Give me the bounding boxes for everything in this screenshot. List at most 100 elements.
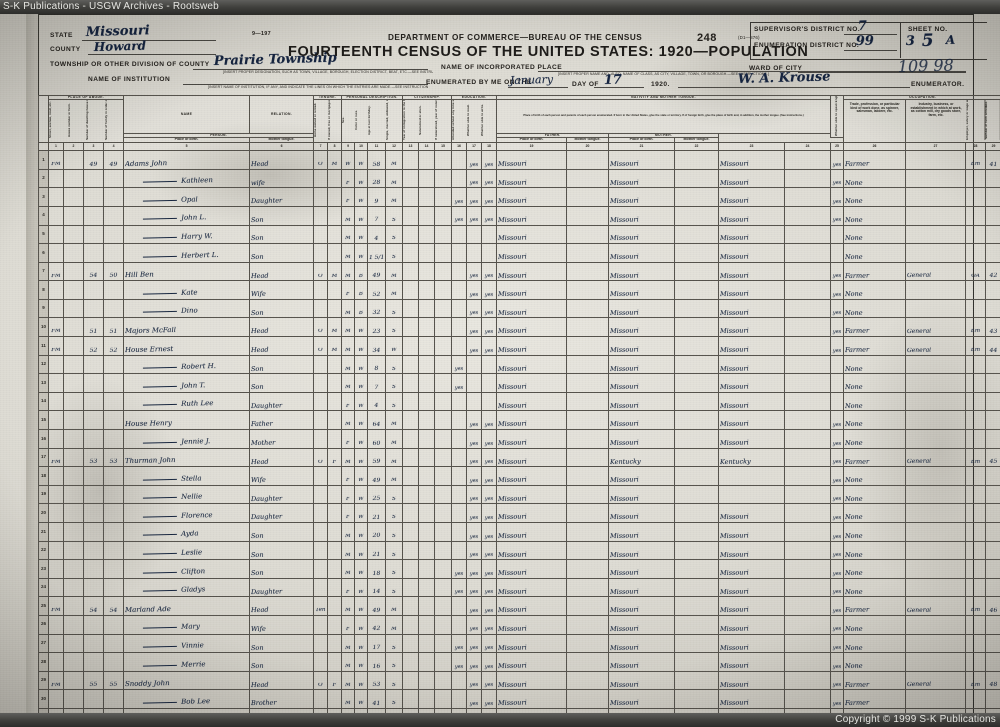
handwritten-value: O [318, 329, 323, 335]
cell-relation: Son [249, 298, 315, 319]
handwritten-value: Missouri [719, 327, 749, 336]
cell-speaks-english: yes [830, 261, 845, 282]
cell-attended-school: yes [451, 373, 468, 393]
ditto-dash [142, 701, 177, 703]
cell-father-mt [674, 280, 720, 300]
cell-person-mt [566, 484, 610, 505]
handwritten-value: None [844, 215, 863, 224]
handwritten-value: yes [832, 627, 842, 633]
cell-person-pob: Missouri [496, 540, 568, 561]
handwritten-value: 4 [374, 402, 379, 410]
colnum-7: 7 [313, 142, 329, 152]
handwritten-value: 17 [372, 644, 381, 651]
handwritten-value: Missouri [719, 196, 749, 205]
handwritten-value: yes [484, 552, 494, 559]
handwritten-value: Missouri [609, 568, 639, 577]
row-line-number-left: 20 [38, 503, 49, 523]
cell-family-number [102, 280, 125, 300]
cell-age: 49 [367, 596, 387, 616]
cell-naturalized-alien [418, 354, 436, 375]
handwritten-value: Missouri [719, 252, 749, 261]
handwritten-value: 4 [374, 235, 379, 242]
cell-farm-schedule [985, 559, 1000, 579]
cell-house-number [63, 280, 84, 300]
cell-home-owned-rented [313, 373, 329, 393]
group-name: NAME [123, 95, 251, 134]
handwritten-value: yes [484, 311, 494, 317]
cell-marital: S [385, 484, 404, 505]
row-line-number-left: 16 [38, 429, 49, 449]
cell-year-naturalization [434, 689, 453, 709]
occupation-subheaders: Trade, profession, or particular kind of… [843, 99, 1000, 144]
handwritten-value: 43 [989, 328, 998, 335]
cell-age: 7 [367, 373, 387, 393]
cell-year-immigration [402, 224, 420, 245]
sheet-code: 248 [697, 32, 717, 44]
cell-attended-school [451, 168, 468, 189]
handwritten-value: Son [250, 643, 264, 652]
cell-house-number [63, 391, 84, 412]
name-value: Kate [125, 288, 248, 298]
cell-person-pob: Missouri [496, 261, 568, 282]
colnum-24: 24 [784, 142, 832, 152]
cell-relation: Daughter [249, 484, 315, 505]
handwritten-value: Missouri [497, 550, 527, 559]
cell-marital: M [385, 429, 404, 449]
handwritten-value: yes [832, 534, 842, 540]
cell-age: 59 [367, 447, 387, 468]
cell-father-mt [674, 522, 720, 542]
handwritten-value: Kentucky [609, 457, 641, 466]
cell-able-to-read: yes [466, 484, 483, 505]
handwritten-value: None [844, 494, 863, 503]
cell-relation: Son [249, 633, 315, 654]
cell-occupation: None [843, 559, 907, 579]
enumerator-label: ENUMERATOR. [911, 81, 965, 88]
cell-farm-schedule [985, 633, 1000, 654]
handwritten-value: Missouri [497, 271, 527, 280]
handwritten-value: Missouri [497, 345, 527, 354]
cell-occupation: Farmer [843, 689, 907, 709]
cell-father-mt [674, 205, 720, 226]
incorporated-place-label: NAME OF INCORPORATED PLACE [441, 64, 563, 71]
cell-person-mt [566, 559, 610, 579]
handwritten-value: Missouri [497, 401, 527, 410]
cell-family-number [102, 391, 125, 412]
cell-home-owned-rented [313, 503, 329, 523]
cell-able-to-write: yes [481, 261, 498, 282]
cell-family-number [102, 503, 125, 523]
cell-occupation: None [843, 410, 907, 431]
ditto-dash [142, 496, 177, 499]
cell-house-number [63, 243, 84, 263]
cell-industry [905, 429, 967, 449]
name-value: John T. [125, 381, 248, 391]
header-nativity-sub-row: PERSON. FATHER. MOTHER. [39, 132, 1000, 139]
handwritten-value: None [844, 178, 863, 187]
census-table-wrap: PLACE OF ABODE. NAME RELATION. TENURE. P… [38, 94, 1000, 727]
cell-name: Bob Lee [123, 689, 251, 709]
cell-occupation: None [843, 168, 907, 189]
handwritten-value: F [332, 459, 337, 465]
handwritten-value: Head [250, 327, 269, 336]
cell-relation: Son [249, 522, 315, 542]
cell-able-to-read: yes [466, 168, 483, 189]
handwritten-value: Farmer [844, 327, 870, 336]
cell-sex: M [341, 243, 356, 263]
cell-person-pob: Missouri [496, 429, 568, 449]
cell-sex: M [341, 336, 356, 356]
cell-marital: S [385, 205, 404, 226]
cell-speaks-english: yes [830, 429, 845, 449]
handwritten-value: Missouri [497, 252, 527, 261]
handwritten-value: 46 [989, 607, 998, 614]
cell-able-to-write: yes [481, 280, 498, 300]
handwritten-value: M [331, 273, 338, 279]
cell-free-mortgaged [327, 354, 343, 375]
cell-employer-class [965, 224, 987, 245]
cell-year-immigration [402, 596, 420, 616]
colnum-29: 29 [985, 142, 1000, 152]
handwritten-value: Daughter [250, 401, 283, 410]
cell-age: 58 [367, 150, 387, 170]
cell-person-pob: Missouri [496, 224, 568, 245]
cell-attended-school: yes [451, 205, 468, 226]
handwritten-value: General [906, 680, 932, 689]
cell-free-mortgaged [327, 391, 343, 412]
